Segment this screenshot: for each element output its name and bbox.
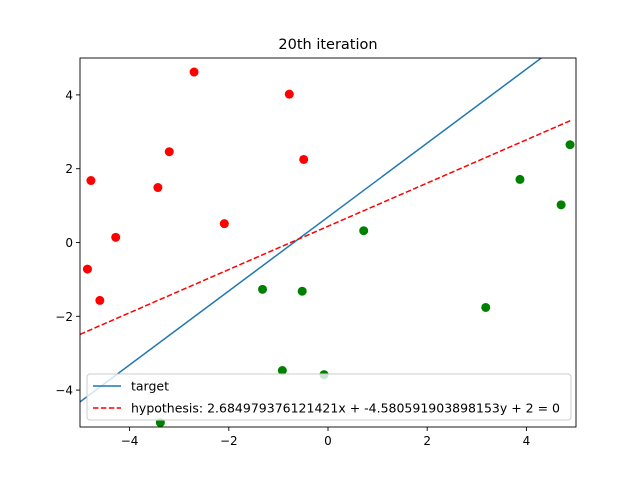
legend-label: target [131, 379, 169, 394]
x-tick-label: 4 [523, 434, 531, 448]
red-point-1 [86, 176, 96, 186]
red-point-8 [284, 89, 294, 99]
green-point-2 [277, 366, 287, 376]
legend-box [86, 373, 572, 421]
red-point-9 [299, 154, 309, 164]
green-point-1 [258, 284, 268, 294]
legend: target hypothesis: 2.684979376121421x + -… [86, 373, 572, 421]
axes-frame [79, 57, 577, 428]
red-point-7 [219, 219, 229, 229]
target-line [80, 58, 542, 403]
y-tick-label: −4 [55, 384, 73, 398]
axes: −4 −2 0 2 4 −4 −2 0 2 4 [55, 57, 577, 448]
x-tick-label: −4 [121, 434, 139, 448]
plot-area [80, 58, 575, 427]
y-tick-label: −2 [55, 310, 73, 324]
green-point-5 [359, 226, 369, 236]
x-tick-label: −2 [220, 434, 238, 448]
green-point-8 [556, 200, 566, 210]
red-point-6 [189, 67, 199, 77]
green-point-7 [515, 174, 525, 184]
red-point-4 [153, 183, 163, 193]
green-point-3 [297, 286, 307, 296]
red-point-3 [111, 232, 121, 242]
red-point-2 [95, 295, 105, 305]
chart-title: 20th iteration [278, 37, 377, 53]
red-point-5 [164, 147, 174, 157]
green-point-9 [565, 140, 575, 150]
red-point-0 [82, 264, 92, 274]
legend-label: hypothesis: 2.684979376121421x + -4.5805… [131, 401, 560, 416]
y-tick-label: 2 [65, 162, 73, 176]
x-tick-label: 2 [423, 434, 431, 448]
green-point-6 [481, 302, 491, 312]
y-tick-label: 4 [65, 88, 73, 102]
y-tick-label: 0 [65, 236, 73, 250]
x-tick-label: 0 [324, 434, 332, 448]
hypothesis-line [80, 119, 572, 336]
